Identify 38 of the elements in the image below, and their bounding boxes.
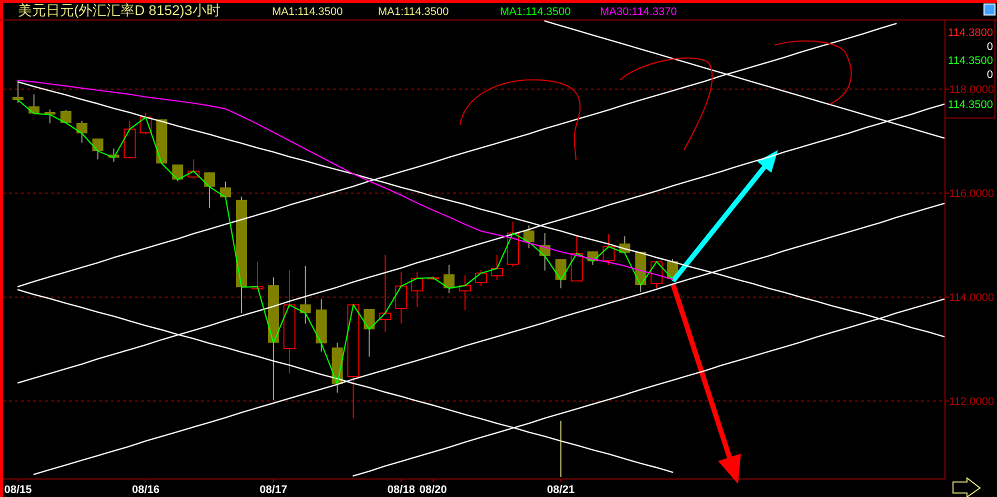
text: MA30:114.3370 [600, 6, 677, 18]
candlestick [92, 138, 104, 160]
candlestick [523, 224, 534, 249]
candlestick [411, 271, 424, 308]
candlestick [204, 172, 216, 209]
x-tick-label: 08/15 [4, 484, 32, 496]
candlestick [379, 254, 392, 332]
candlestick [459, 274, 472, 311]
candlestick [364, 308, 375, 358]
x-tick-label: 08/18 [387, 484, 415, 496]
candlestick [490, 254, 503, 280]
y-tick-label: 112.0000 [949, 396, 994, 408]
text: MA1:114.3500 [272, 6, 343, 18]
candlestick [172, 164, 184, 182]
candlestick [76, 120, 88, 144]
x-tick-label: 08/20 [419, 484, 447, 496]
chart-title: 美元日元(外汇汇率D 8152)3小时 [18, 2, 220, 18]
x-tick-label: 08/21 [547, 484, 575, 496]
y-tick-label: 116.0000 [949, 188, 994, 200]
text: 0 [986, 41, 993, 53]
y-tick-label: 114.0000 [949, 292, 994, 304]
candlestick [475, 270, 487, 287]
candlestick [220, 181, 232, 198]
text: MA1:114.3500 [378, 6, 449, 18]
text: 114.3500 [948, 99, 993, 111]
candlestick [602, 234, 615, 266]
x-tick-label: 08/16 [132, 484, 160, 496]
candlestick [395, 271, 408, 324]
x-tick-label: 08/17 [260, 484, 288, 496]
text: 114.3500 [948, 55, 993, 67]
text: 114.3800 [948, 27, 993, 39]
candlestick [444, 264, 455, 294]
candlestick [12, 81, 24, 104]
text: MA1:114.3500 [500, 6, 571, 18]
y-tick-label: 118.0000 [949, 84, 994, 96]
text: 0 [986, 69, 993, 81]
candlestick [60, 109, 72, 124]
candlestick [555, 258, 566, 289]
